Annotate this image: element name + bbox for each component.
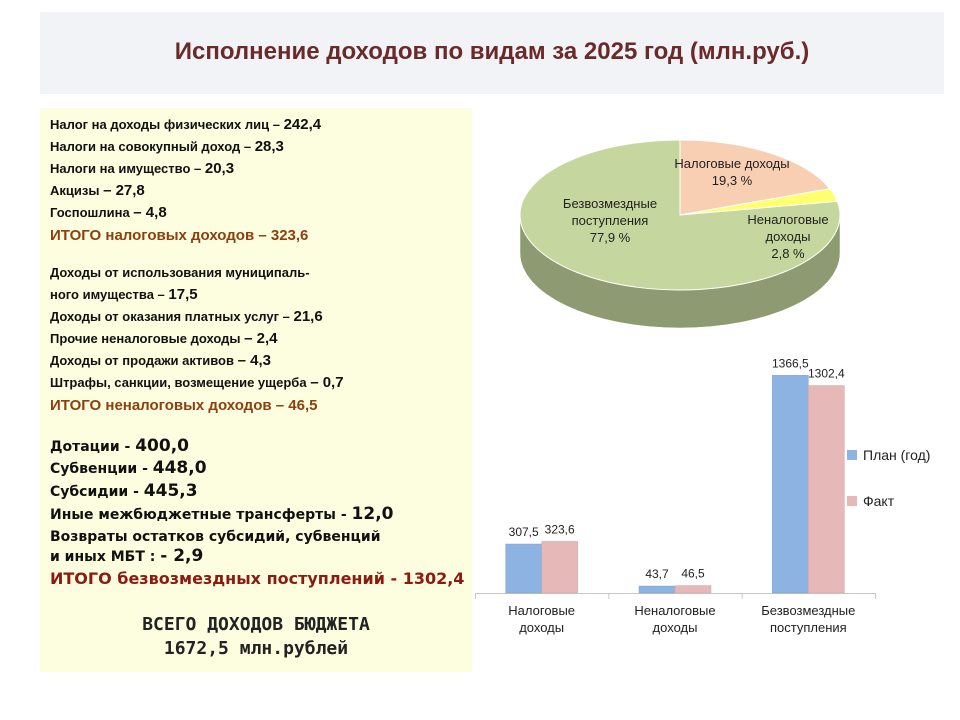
transfer-total: ИТОГО безвозмездных поступлений - 1302,4 (50, 569, 465, 588)
bar-category-label: Налоговые доходы (508, 603, 575, 635)
tax-item: Налоги на совокупный доход – 28,3 (50, 138, 284, 155)
transfer-item: Субвенции - 448,0 (50, 458, 207, 478)
tax-total: ИТОГО налоговых доходов – 323,6 (50, 227, 309, 244)
page-title: Исполнение доходов по видам за 2025 год … (174, 38, 810, 65)
legend-swatch (847, 496, 857, 506)
pie-slice-label: Неналоговые доходы 2,8 % (747, 212, 828, 261)
legend-label: Факт (863, 493, 895, 509)
grand-total-label: ВСЕГО ДОХОДОВ БЮДЖЕТА (142, 614, 370, 635)
tax-item: Налоги на имущество – 20,3 (50, 160, 235, 177)
nontax-item: ного имущества – 17,5 (50, 286, 198, 303)
bar (541, 541, 578, 594)
transfer-item: Субсидии - 445,3 (50, 481, 198, 501)
transfer-item: Иные межбюджетные трансферты - 12,0 (50, 504, 394, 524)
bar (505, 543, 542, 594)
legend-label: План (год) (863, 447, 930, 463)
bar-category-label: Безвозмездные поступления (761, 603, 855, 635)
grand-total-value: 1672,5 млн.рублей (163, 638, 349, 659)
nontax-item: Штрафы, санкции, возмещение ущерба – 0,7 (50, 374, 344, 391)
bar (638, 585, 676, 594)
title-band: Исполнение доходов по видам за 2025 год … (40, 12, 944, 94)
bar-category-label: Неналоговые доходы (634, 603, 715, 635)
transfer-item: Возвраты остатков субсидий, субвенций (50, 529, 381, 545)
bar-value-label: 307,5 (509, 525, 539, 539)
nontax-item: Прочие неналоговые доходы – 2,4 (50, 330, 278, 347)
nontax-total: ИТОГО неналоговых доходов – 46,5 (50, 397, 318, 414)
bar (674, 585, 712, 594)
pie-slice-label: Налоговые доходы 19,3 % (674, 156, 789, 188)
bar-chart: 307,5 323,6 Налоговые доходы 43,7 46,5 Неналог… (475, 356, 930, 635)
nontax-item: Доходы от продажи активов – 4,3 (50, 352, 271, 369)
bar-value-label: 43,7 (645, 567, 669, 581)
tax-item: Акцизы – 27,8 (50, 182, 145, 199)
pie-slice (679, 139, 831, 216)
tax-item: Госпошлина – 4,8 (50, 204, 167, 221)
pie-slice-label: Безвозмездные поступления 77,9 % (563, 196, 657, 245)
pie-chart: Налоговые доходы 19,3 % Неналоговые доходы 2… (519, 139, 841, 329)
nontax-item: Доходы от использования муниципаль- (50, 265, 310, 280)
bar (808, 385, 845, 594)
transfer-item: и иных МБТ : - 2,9 (50, 546, 204, 566)
bar (772, 375, 809, 594)
tax-item: Налог на доходы физических лиц – 242,4 (50, 116, 322, 133)
bar-value-label: 1366,5 (772, 356, 809, 370)
bar-value-label: 1302,4 (808, 367, 845, 381)
pie-slice (519, 139, 841, 291)
nontax-item: Доходы от оказания платных услуг – 21,6 (50, 308, 323, 325)
bar-value-label: 46,5 (681, 567, 705, 581)
legend-swatch (847, 450, 857, 460)
transfer-item: Дотации - 400,0 (50, 436, 189, 456)
income-details-panel: Налог на доходы физических лиц – 242,4 Н… (40, 108, 472, 672)
bar-value-label: 323,6 (545, 522, 575, 536)
